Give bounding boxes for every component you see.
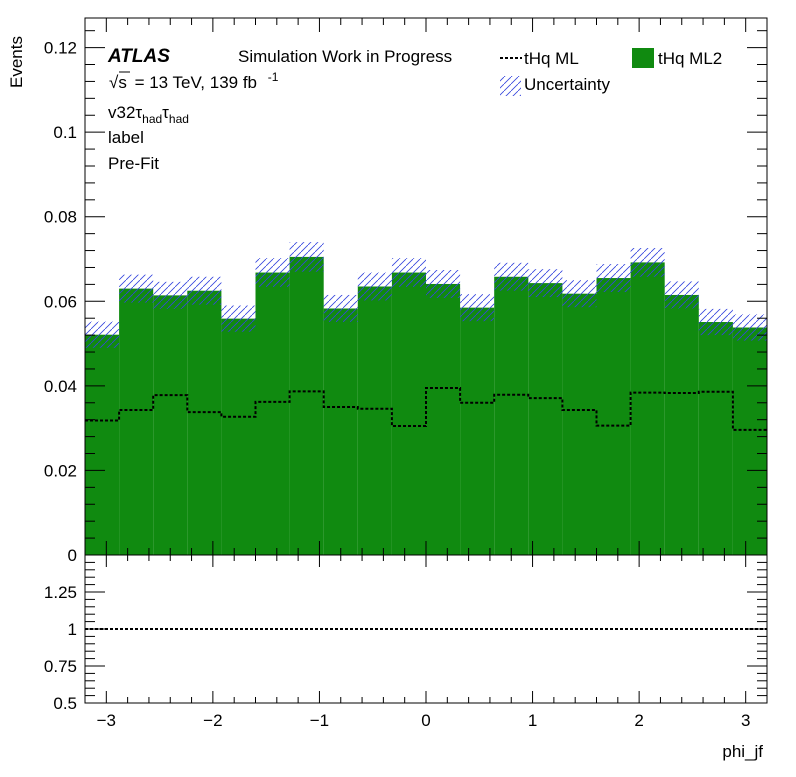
uncertainty-band [323,294,358,323]
tHq-ML2-bar [630,262,665,555]
x-tick-labels: −3 −2 −1 0 1 2 3 [97,711,751,730]
uncertainty-band [732,314,767,341]
uncertainty-band [664,281,699,309]
tau-symbol-2: τ [162,103,169,122]
tHq-ML2-bar [562,293,597,555]
uncertainty-band [255,258,290,287]
tHq-ML2-bar [528,283,563,555]
y-tick-label: 0.06 [44,292,77,311]
y-tick-label: 0 [68,546,77,565]
region-label: v32τhadτhad [108,103,189,126]
lumi-exponent: -1 [268,70,279,84]
main-plot-pad: 0 0.02 0.04 0.06 0.08 0.1 0.12 Events [7,17,768,565]
x-tick-label: 2 [634,711,643,730]
tHq-ML2-bar [596,278,631,555]
tHq-ML2-bar [119,288,154,555]
uncertainty-band [528,269,563,298]
tHq-ML2-bar [664,294,699,555]
tHq-ML2-bar [221,318,256,555]
legend-tHq-ML2-label: tHq ML2 [658,49,722,68]
tHq-ML2-bar [391,272,426,555]
status-text: Simulation Work in Progress [238,47,452,66]
uncertainty-band [289,242,324,272]
ratio-plot-pad: 0.5 0.75 1 1.25 −3 −2 −1 0 1 2 3 phi_jf [44,554,768,761]
tHq-ML2-bar [255,272,290,555]
uncertainty-band [698,308,733,336]
had-subscript-1: had [142,112,162,126]
atlas-logo-text: ATLAS [107,46,170,67]
ratio-y-tick-label: 1 [68,620,77,639]
prefit-line: Pre-Fit [108,154,159,173]
tHq-ML2-bar [289,256,324,555]
uncertainty-band [562,280,597,308]
uncertainty-band [357,272,392,301]
uncertainty-band [391,258,426,287]
tHq-ML2-bars [85,256,767,555]
label-line: label [108,128,144,147]
legend-tHq-ML-label: tHq ML [524,49,579,68]
y-tick-label: 0.02 [44,461,77,480]
y-tick-labels: 0 0.02 0.04 0.06 0.08 0.1 0.12 [44,39,77,565]
legend-tHq-ML2-swatch [632,48,654,68]
x-tick-label: −3 [97,711,116,730]
tHq-ML2-bar [85,334,120,555]
y-axis-label: Events [7,36,26,88]
tHq-ML2-bar [187,290,222,555]
tau-symbol-1: τ [135,103,142,122]
x-tick-label: 0 [421,711,430,730]
y-tick-label: 0.08 [44,208,77,227]
tHq-ML2-bar [357,286,392,555]
uncertainty-band [221,305,256,332]
y-tick-label: 0.1 [53,123,77,142]
tHq-ML2-bar [494,276,529,555]
ratio-y-tick-labels: 0.5 0.75 1 1.25 [44,583,77,713]
uncertainty-band [596,264,631,292]
y-tick-label: 0.12 [44,39,77,58]
ratio-y-tick-label: 1.25 [44,583,77,602]
legend-uncertainty-label: Uncertainty [524,75,610,94]
had-subscript-2: had [169,112,189,126]
uncertainty-bands [85,242,767,348]
ratio-y-tick-label: 0.5 [53,694,77,713]
x-axis-label: phi_jf [722,742,763,761]
uncertainty-band [426,270,461,298]
tHq-ML-dashed-line [85,386,767,431]
region-prefix: v32 [108,103,135,122]
x-tick-label: 3 [741,711,750,730]
sqrt-s-label: √s [109,73,127,92]
uncertainty-band [187,276,222,305]
uncertainty-band [460,294,495,322]
legend: tHq ML tHq ML2 Uncertainty [500,48,722,96]
uncertainty-band [630,248,665,277]
tHq-ML2-bar [323,308,358,555]
tHq-ML2-bar [153,295,188,555]
x-tick-label: −2 [203,711,222,730]
uncertainty-band [119,274,154,303]
x-tick-label: 1 [528,711,537,730]
tHq-ML2-bar [426,283,461,555]
y-tick-label: 0.04 [44,377,77,396]
uncertainty-band [494,262,529,291]
tHq-ML2-bar [698,322,733,555]
legend-uncertainty-swatch [500,76,521,96]
atlas-label-block: ATLAS Simulation Work in Progress √s = 1… [107,46,452,173]
energy-label: = 13 TeV, 139 fb [135,73,257,92]
tHq-ML2-bar [460,307,495,555]
x-tick-label: −1 [310,711,329,730]
ratio-axis-ticks [84,555,768,704]
uncertainty-band [153,281,188,309]
main-axis-ticks [84,18,768,556]
ratio-y-tick-label: 0.75 [44,657,77,676]
energy-line: √s = 13 TeV, 139 fb -1 [109,70,279,92]
tHq-ML2-bar [732,327,767,555]
